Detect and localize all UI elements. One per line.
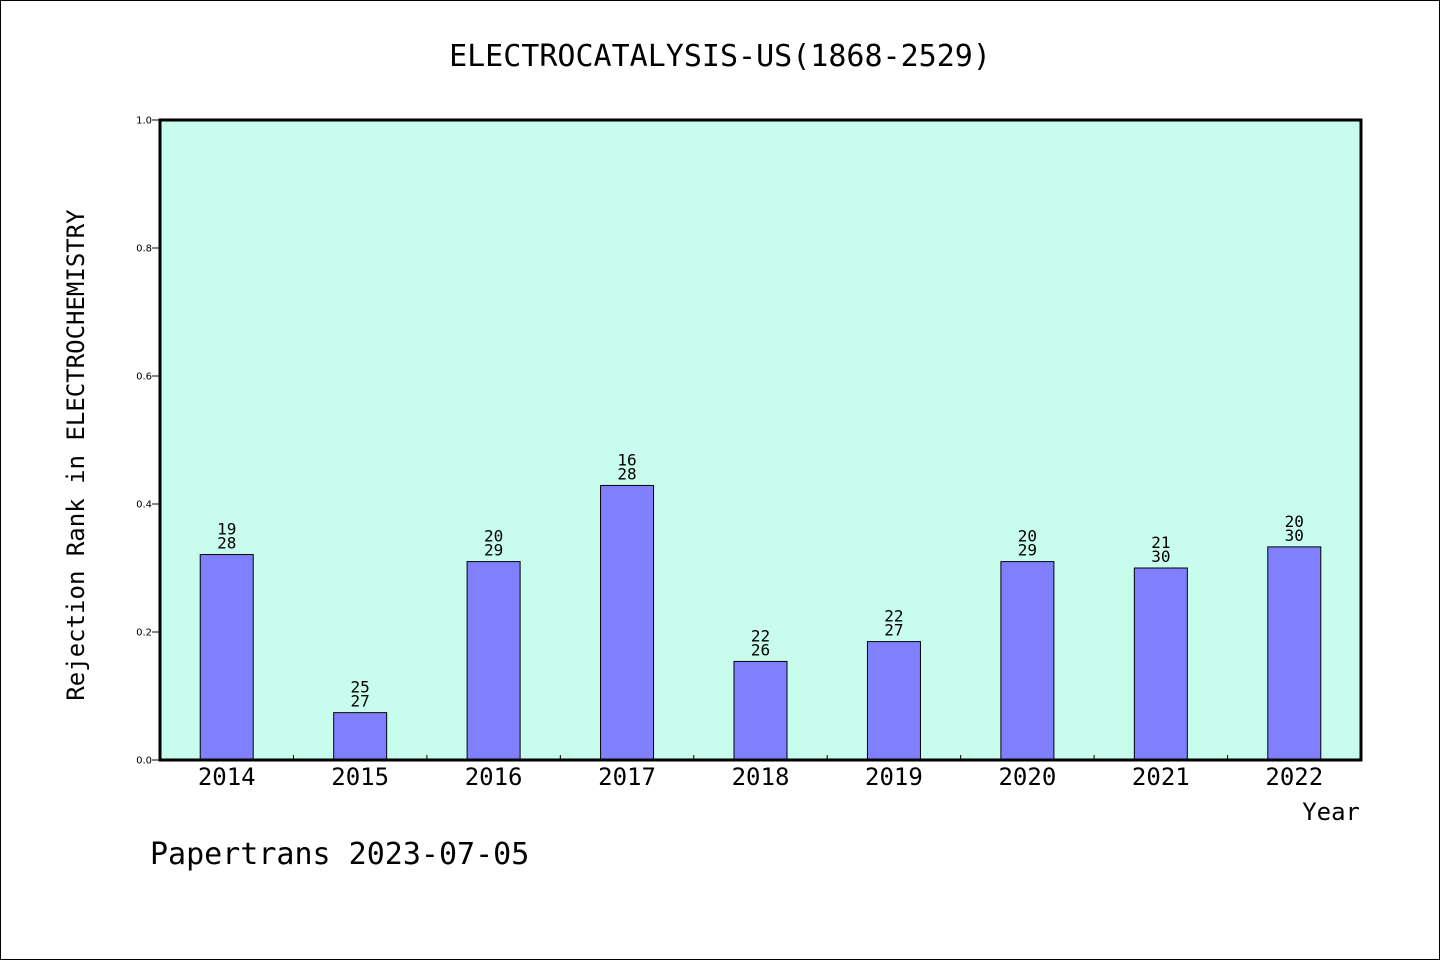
bar-label-bottom: 29 — [1018, 541, 1037, 560]
x-tick-label: 2022 — [1265, 763, 1323, 791]
y-tick-label: 0.4 — [136, 500, 152, 511]
chart-title: ELECTROCATALYSIS-US(1868-2529) — [449, 39, 991, 74]
bar-2019 — [866, 641, 921, 761]
bar-label-top: 16 — [617, 450, 636, 469]
y-tick-labels: 0.0 0.2 0.4 0.6 0.8 1.0 — [136, 116, 152, 767]
y-tick-label: 0.0 — [136, 756, 152, 767]
x-tick-label: 2019 — [865, 763, 923, 791]
y-tick-label: 0.8 — [136, 244, 152, 255]
bar-label-top: 25 — [351, 678, 370, 697]
x-tick-label: 2018 — [732, 763, 790, 791]
bar-label-bottom: 27 — [351, 692, 370, 711]
bar-2020 — [1000, 561, 1055, 761]
plot-border — [158, 118, 1363, 762]
footer-date-stamp: Papertrans 2023-07-05 — [150, 837, 529, 872]
bar-2022 — [1267, 546, 1322, 761]
bar-2018 — [733, 660, 788, 761]
bar-label-top: 19 — [217, 520, 236, 539]
x-tick-label: 2015 — [331, 763, 389, 791]
bar-label-bottom: 26 — [751, 640, 770, 659]
bar-2015 — [333, 712, 388, 761]
bar-label-top: 20 — [1018, 527, 1037, 546]
y-tick-label: 0.2 — [136, 628, 152, 639]
bar-2017 — [600, 484, 655, 761]
bar-label-top: 20 — [1285, 512, 1304, 531]
bar-label-top: 22 — [884, 607, 903, 626]
bar-label-bottom: 28 — [217, 534, 236, 553]
bar-2016 — [466, 561, 521, 761]
x-tick-label: 2021 — [1132, 763, 1190, 791]
x-axis-label: Year — [1302, 798, 1360, 826]
bar-2014 — [199, 554, 254, 761]
bar-2021 — [1133, 567, 1188, 761]
bar-label-top: 20 — [484, 527, 503, 546]
x-tick-label: 2020 — [998, 763, 1056, 791]
x-tick-label: 2014 — [198, 763, 256, 791]
bar-label-bottom: 28 — [617, 464, 636, 483]
bar-label-top: 22 — [751, 626, 770, 645]
bar-label-bottom: 29 — [484, 541, 503, 560]
bars — [199, 484, 1322, 761]
y-tick-label: 0.6 — [136, 372, 152, 383]
bar-label-bottom: 30 — [1285, 526, 1304, 545]
x-tick-labels: 2014 2015 2016 2017 2018 2019 2020 2021 2022 — [198, 763, 1323, 791]
y-tick-label: 1.0 — [136, 116, 152, 127]
x-tick-label: 2016 — [465, 763, 523, 791]
bar-label-bottom: 27 — [884, 621, 903, 640]
bar-label-top: 21 — [1151, 533, 1170, 552]
y-axis-label: Rejection Rank in ELECTROCHEMISTRY — [62, 209, 90, 701]
x-tick-label: 2017 — [598, 763, 656, 791]
bar-label-bottom: 30 — [1151, 547, 1170, 566]
